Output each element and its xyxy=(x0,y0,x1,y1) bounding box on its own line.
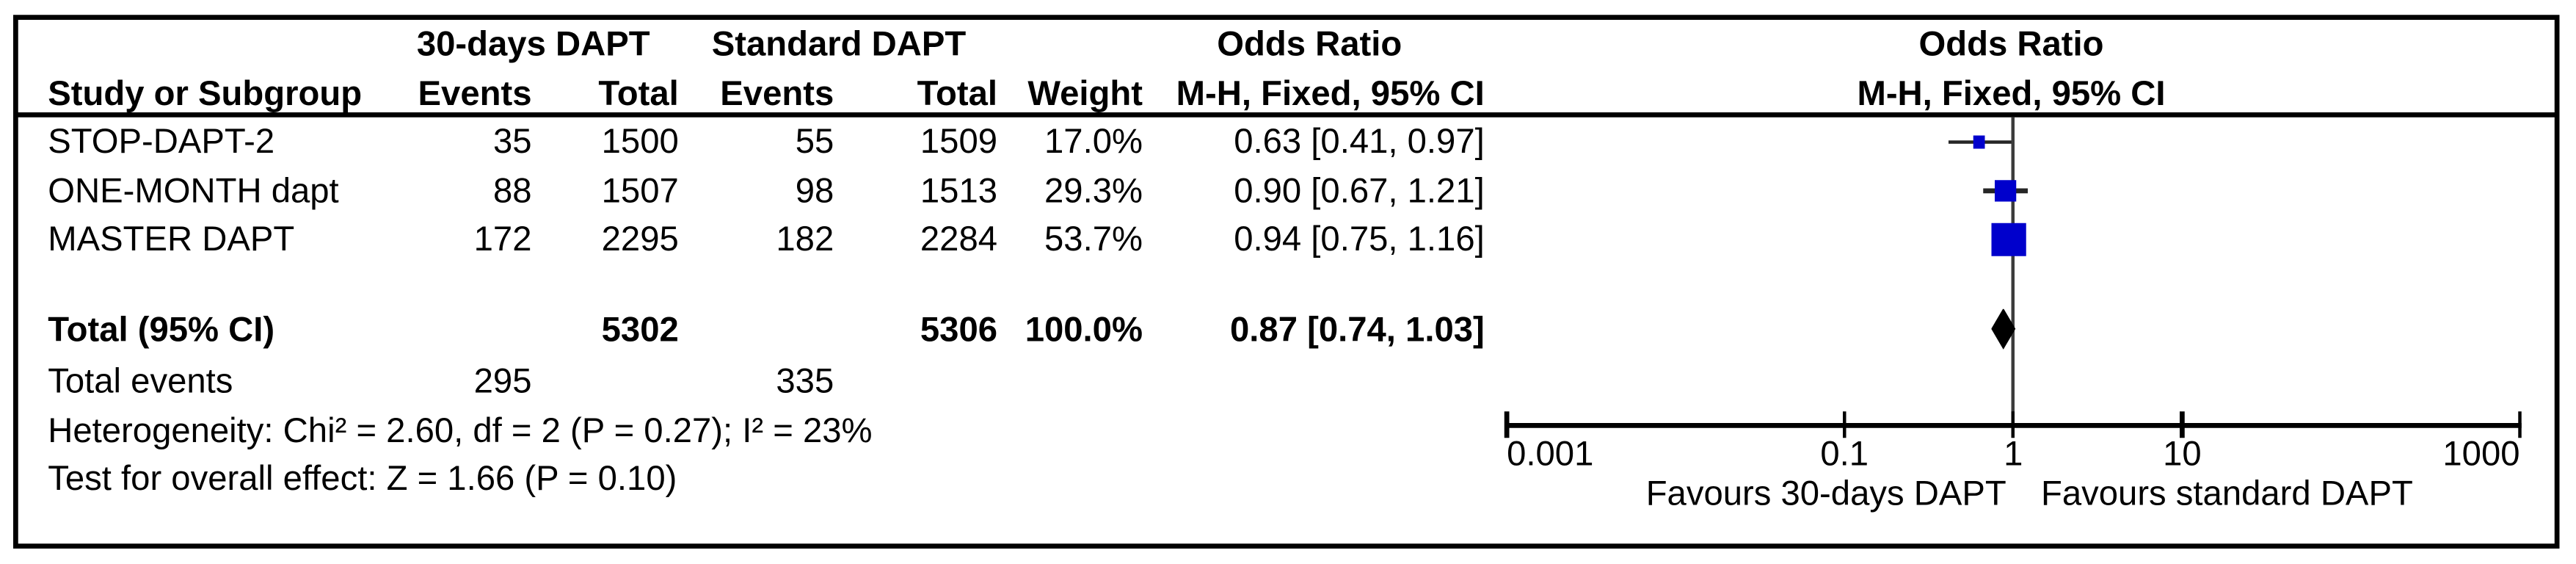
axis-tick-label: 1 xyxy=(2004,435,2023,474)
axis-tick xyxy=(2518,411,2522,438)
total-row-label: Total (95% CI) xyxy=(48,311,275,350)
total1-value: 2295 xyxy=(601,220,679,259)
total2-value: 1509 xyxy=(920,123,997,162)
total1-sum: 5302 xyxy=(601,311,679,350)
axis-tick-label: 10 xyxy=(2163,435,2202,474)
favours-right-label: Favours standard DAPT xyxy=(2041,474,2413,513)
total-weight: 100.0% xyxy=(1025,311,1143,350)
total-events-label: Total events xyxy=(48,362,233,401)
total2-col-header: Total xyxy=(917,75,997,114)
heterogeneity-stats: Heterogeneity: Chi² = 2.60, df = 2 (P = … xyxy=(48,412,873,451)
total2-value: 1513 xyxy=(920,172,997,210)
or-ci-value: 0.63 [0.41, 0.97] xyxy=(1234,123,1485,162)
total-events1: 295 xyxy=(473,362,532,401)
total1-value: 1500 xyxy=(601,123,679,162)
or-method-col-header: M-H, Fixed, 95% CI xyxy=(1176,75,1485,114)
axis-tick xyxy=(1505,411,1509,438)
study-name: STOP-DAPT-2 xyxy=(48,123,275,162)
or-point-estimate-square xyxy=(1992,223,2026,257)
total2-sum: 5306 xyxy=(920,311,997,350)
events1-value: 88 xyxy=(492,172,532,210)
events1-value: 35 xyxy=(492,123,532,162)
weight-value: 29.3% xyxy=(1044,172,1143,210)
axis-tick xyxy=(2011,411,2015,438)
events2-value: 182 xyxy=(776,220,834,259)
study-col-header: Study or Subgroup xyxy=(48,75,363,114)
axis-tick xyxy=(2180,411,2184,438)
overall-effect-test: Test for overall effect: Z = 1.66 (P = 0… xyxy=(48,460,677,499)
events1-value: 172 xyxy=(473,220,532,259)
or-plot-title: Odds Ratio xyxy=(1918,25,2104,64)
weight-value: 17.0% xyxy=(1044,123,1143,162)
or-ci-value: 0.90 [0.67, 1.21] xyxy=(1234,172,1485,210)
plot-frame-border xyxy=(13,14,2560,548)
study-name: MASTER DAPT xyxy=(48,220,295,259)
or-point-estimate-square xyxy=(1995,181,2016,201)
or-method-plot-header: M-H, Fixed, 95% CI xyxy=(1857,75,2166,114)
favours-left-label: Favours 30-days DAPT xyxy=(1645,474,2006,513)
events2-col-header: Events xyxy=(720,75,834,114)
weight-value: 53.7% xyxy=(1044,220,1143,259)
total2-value: 2284 xyxy=(920,220,997,259)
or-column-title: Odds Ratio xyxy=(1217,25,1402,64)
study-name: ONE-MONTH dapt xyxy=(48,172,339,210)
header-separator-line xyxy=(13,112,2560,118)
or-ci-value: 0.94 [0.75, 1.16] xyxy=(1234,220,1485,259)
events1-col-header: Events xyxy=(418,75,532,114)
axis-tick-label: 1000 xyxy=(2442,435,2520,474)
or-point-estimate-square xyxy=(1973,136,1986,148)
axis-tick-label: 0.001 xyxy=(1507,435,1594,474)
events2-value: 98 xyxy=(795,172,834,210)
weight-col-header: Weight xyxy=(1027,75,1143,114)
events2-value: 55 xyxy=(795,123,834,162)
group2-header: Standard DAPT xyxy=(711,25,967,64)
total1-col-header: Total xyxy=(598,75,679,114)
total-or-ci: 0.87 [0.74, 1.03] xyxy=(1230,311,1485,350)
group1-header: 30-days DAPT xyxy=(416,25,650,64)
null-effect-line xyxy=(2011,117,2015,436)
total1-value: 1507 xyxy=(601,172,679,210)
axis-tick-label: 0.1 xyxy=(1820,435,1869,474)
total-events2: 335 xyxy=(776,362,834,401)
axis-tick xyxy=(1842,411,1847,438)
